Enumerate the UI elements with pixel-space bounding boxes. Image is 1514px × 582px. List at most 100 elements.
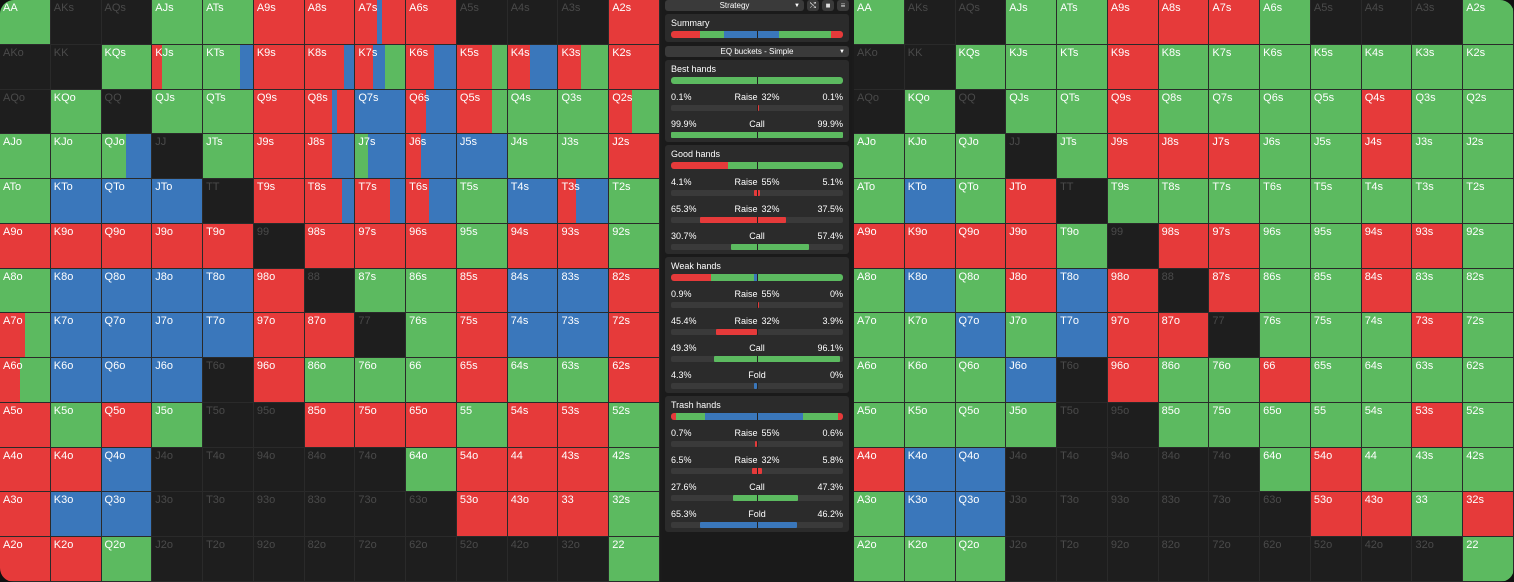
hand-cell[interactable]: 83o: [304, 492, 356, 538]
hand-cell[interactable]: 76s: [406, 313, 457, 359]
hand-cell[interactable]: KJo: [904, 134, 956, 180]
hand-cell[interactable]: 72o: [355, 537, 407, 582]
hand-cell[interactable]: T3o: [203, 492, 254, 538]
hand-cell[interactable]: J6s: [406, 134, 457, 180]
hand-cell[interactable]: K7o: [904, 313, 956, 359]
hand-cell[interactable]: A8o: [0, 268, 51, 314]
hand-cell[interactable]: A4o: [0, 447, 51, 493]
hand-cell[interactable]: A3o: [0, 492, 51, 538]
hand-cell[interactable]: 64o: [406, 447, 457, 493]
hand-cell[interactable]: QQ: [955, 89, 1007, 135]
hand-cell[interactable]: K4s: [1361, 44, 1413, 90]
hand-cell[interactable]: 53s: [1412, 402, 1464, 448]
hand-cell[interactable]: Q4s: [507, 89, 559, 135]
hand-cell[interactable]: 84s: [507, 268, 559, 314]
hand-cell[interactable]: A6s: [406, 0, 457, 45]
hand-cell[interactable]: K7o: [50, 313, 102, 359]
hand-cell[interactable]: A6o: [0, 358, 51, 403]
hand-cell[interactable]: T5s: [456, 179, 508, 224]
hand-cell[interactable]: 74o: [355, 447, 407, 493]
hand-cell[interactable]: 73s: [1412, 313, 1464, 359]
hand-cell[interactable]: K9s: [1107, 44, 1159, 90]
hand-cell[interactable]: Q8s: [1158, 89, 1210, 135]
hand-cell[interactable]: 74o: [1209, 447, 1261, 493]
hand-cell[interactable]: A9s: [253, 0, 305, 45]
hand-cell[interactable]: A5o: [854, 402, 905, 448]
hand-cell[interactable]: 93o: [1107, 492, 1159, 538]
hand-cell[interactable]: 54o: [1310, 447, 1362, 493]
hand-cell[interactable]: 33: [558, 492, 610, 538]
hand-cell[interactable]: A5s: [456, 0, 508, 45]
hand-cell[interactable]: T3o: [1057, 492, 1108, 538]
hand-cell[interactable]: 55: [1310, 402, 1362, 448]
hand-cell[interactable]: 87o: [304, 313, 356, 359]
hand-cell[interactable]: Q7o: [101, 313, 153, 359]
hand-cell[interactable]: QTs: [1057, 89, 1108, 135]
hand-cell[interactable]: A5s: [1310, 0, 1362, 45]
hand-cell[interactable]: 96s: [1260, 223, 1311, 269]
hand-cell[interactable]: 82s: [609, 268, 660, 314]
hand-cell[interactable]: 62o: [1260, 537, 1311, 582]
hand-cell[interactable]: 99: [1107, 223, 1159, 269]
hand-cell[interactable]: A9o: [854, 223, 905, 269]
hand-cell[interactable]: T2s: [609, 179, 660, 224]
hand-cell[interactable]: T2s: [1463, 179, 1514, 224]
hand-cell[interactable]: A2s: [1463, 0, 1514, 45]
hand-cell[interactable]: K7s: [1209, 44, 1261, 90]
hand-cell[interactable]: J5o: [152, 402, 204, 448]
hand-cell[interactable]: 93s: [558, 223, 610, 269]
hand-cell[interactable]: KJs: [1006, 44, 1058, 90]
hand-cell[interactable]: 98o: [253, 268, 305, 314]
hand-cell[interactable]: 63o: [1260, 492, 1311, 538]
hand-cell[interactable]: KK: [904, 44, 956, 90]
hand-cell[interactable]: A7o: [854, 313, 905, 359]
hand-cell[interactable]: T6s: [1260, 179, 1311, 224]
hand-cell[interactable]: Q8o: [955, 268, 1007, 314]
hand-cell[interactable]: 97s: [355, 223, 407, 269]
hand-cell[interactable]: T8s: [1158, 179, 1210, 224]
hand-cell[interactable]: T9o: [203, 223, 254, 269]
hand-cell[interactable]: J3s: [558, 134, 610, 180]
hand-cell[interactable]: K3s: [1412, 44, 1464, 90]
hand-cell[interactable]: 95o: [253, 402, 305, 448]
hand-cell[interactable]: K5s: [456, 44, 508, 90]
hand-cell[interactable]: 32s: [1463, 492, 1514, 538]
hand-cell[interactable]: Q9s: [253, 89, 305, 135]
hand-cell[interactable]: 74s: [1361, 313, 1413, 359]
hand-cell[interactable]: T3s: [1412, 179, 1464, 224]
hand-cell[interactable]: 94o: [253, 447, 305, 493]
hand-cell[interactable]: KTs: [203, 44, 254, 90]
hand-cell[interactable]: 83o: [1158, 492, 1210, 538]
hand-cell[interactable]: 63s: [1412, 358, 1464, 403]
hand-cell[interactable]: A8s: [304, 0, 356, 45]
hand-cell[interactable]: J3o: [1006, 492, 1058, 538]
hand-cell[interactable]: Q7o: [955, 313, 1007, 359]
hand-cell[interactable]: ATo: [854, 179, 905, 224]
hand-cell[interactable]: 32s: [609, 492, 660, 538]
hand-cell[interactable]: K3o: [904, 492, 956, 538]
hand-cell[interactable]: 75o: [355, 402, 407, 448]
hand-cell[interactable]: 52o: [1310, 537, 1362, 582]
hand-cell[interactable]: 74s: [507, 313, 559, 359]
hand-cell[interactable]: J9s: [1107, 134, 1159, 180]
hand-cell[interactable]: T8s: [304, 179, 356, 224]
hand-cell[interactable]: KQs: [101, 44, 153, 90]
hand-cell[interactable]: 33: [1412, 492, 1464, 538]
hand-cell[interactable]: 97o: [253, 313, 305, 359]
hand-cell[interactable]: K4s: [507, 44, 559, 90]
hand-cell[interactable]: J7o: [1006, 313, 1058, 359]
hand-cell[interactable]: A6s: [1260, 0, 1311, 45]
hand-cell[interactable]: 84s: [1361, 268, 1413, 314]
hand-cell[interactable]: AKo: [854, 44, 905, 90]
hand-cell[interactable]: KTo: [50, 179, 102, 224]
hand-cell[interactable]: J7s: [355, 134, 407, 180]
hand-cell[interactable]: 98o: [1107, 268, 1159, 314]
hand-cell[interactable]: Q8s: [304, 89, 356, 135]
hand-cell[interactable]: K8s: [1158, 44, 1210, 90]
hand-cell[interactable]: A3o: [854, 492, 905, 538]
hand-cell[interactable]: 87s: [355, 268, 407, 314]
hand-cell[interactable]: K4o: [50, 447, 102, 493]
hand-cell[interactable]: AA: [0, 0, 51, 45]
hand-cell[interactable]: J6o: [152, 358, 204, 403]
hand-cell[interactable]: A8s: [1158, 0, 1210, 45]
